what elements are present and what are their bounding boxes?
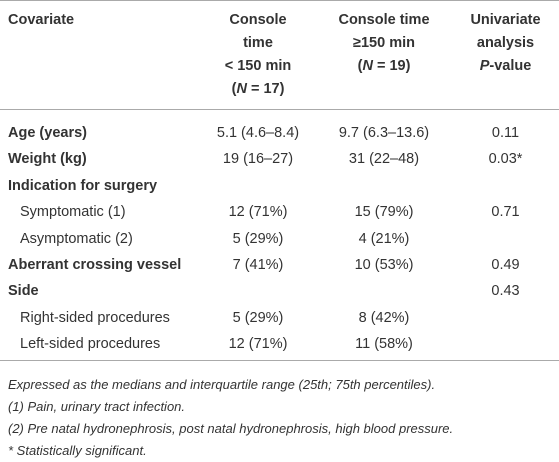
header-cell: Console time ≥150 min (N = 19) bbox=[316, 1, 452, 110]
cell: 11 (58%) bbox=[355, 336, 413, 353]
cell: 12 (71%) bbox=[228, 336, 288, 353]
cell: 9.7 (6.3–13.6) bbox=[338, 125, 430, 141]
spacer bbox=[0, 357, 559, 361]
header-line: (N = 17) bbox=[200, 78, 316, 101]
footnote: Expressed as the medians and interquarti… bbox=[8, 376, 436, 392]
cell: Aberrant crossing vessel bbox=[8, 257, 182, 274]
header-text: = 17) bbox=[246, 81, 285, 97]
header-text: N bbox=[362, 58, 373, 74]
row: Left-sided procedures 12 (71%) 11 (58%) bbox=[0, 331, 559, 357]
cell: 0.49 bbox=[491, 257, 520, 274]
header-line: time bbox=[243, 35, 273, 51]
cell: 4 (21%) bbox=[358, 230, 410, 247]
header-line: < 150 min bbox=[224, 58, 292, 74]
cell: 8 (42%) bbox=[358, 309, 410, 326]
cell: Age (years) bbox=[8, 125, 87, 141]
spacer bbox=[0, 110, 559, 121]
row: Aberrant crossing vessel 7 (41%) 10 (53%) 0… bbox=[0, 252, 559, 278]
header-text: N bbox=[236, 81, 247, 97]
header-line: Univariate bbox=[470, 12, 541, 28]
header-text: -value bbox=[489, 58, 532, 74]
header-line: Console bbox=[229, 12, 287, 28]
cell: 5.1 (4.6–8.4) bbox=[216, 125, 300, 141]
cell: 5 (29%) bbox=[232, 230, 284, 247]
footnotes: Expressed as the medians and interquarti… bbox=[0, 374, 559, 462]
header-row: Covariate Console time < 150 min (N = 17… bbox=[0, 0, 559, 110]
cell: 5 (29%) bbox=[232, 309, 284, 326]
cell: Indication for surgery bbox=[8, 177, 158, 194]
cell: Weight (kg) bbox=[8, 151, 87, 168]
cell: 0.03* bbox=[488, 151, 523, 168]
footnote: (1) Pain, urinary tract infection. bbox=[8, 398, 186, 414]
row: Right-sided procedures 5 (29%) 8 (42%) bbox=[0, 305, 559, 331]
header-text: = 19) bbox=[372, 58, 411, 74]
row: Side 0.43 bbox=[0, 278, 559, 304]
row: Weight (kg) 19 (16–27) 31 (22–48) 0.03* bbox=[0, 146, 559, 172]
header-cell: Console time < 150 min (N = 17) bbox=[200, 1, 316, 110]
header-line: P-value bbox=[452, 55, 559, 78]
covariate-table: Covariate Console time < 150 min (N = 17… bbox=[0, 0, 559, 361]
cell: 12 (71%) bbox=[228, 204, 288, 221]
header-cell: Univariate analysis P-value bbox=[452, 1, 559, 110]
header-line: (N = 19) bbox=[316, 55, 452, 78]
cell: Left-sided procedures bbox=[20, 336, 161, 353]
header-line: analysis bbox=[476, 35, 535, 51]
header-cell: Covariate bbox=[8, 12, 75, 28]
cell: 19 (16–27) bbox=[222, 151, 294, 168]
cell: 0.43 bbox=[491, 283, 520, 300]
cell: 7 (41%) bbox=[232, 257, 284, 274]
row: Symptomatic (1) 12 (71%) 15 (79%) 0.71 bbox=[0, 199, 559, 225]
cell: 15 (79%) bbox=[354, 204, 414, 221]
cell: 31 (22–48) bbox=[348, 151, 420, 168]
header-line: Console time bbox=[338, 12, 430, 28]
cell: Symptomatic (1) bbox=[20, 204, 126, 221]
header-line: ≥150 min bbox=[353, 35, 415, 51]
footnote: * Statistically significant. bbox=[8, 442, 147, 458]
cell: Side bbox=[8, 283, 39, 300]
row: Age (years) 5.1 (4.6–8.4) 9.7 (6.3–13.6) 0.… bbox=[0, 120, 559, 146]
cell: 0.11 bbox=[491, 125, 520, 141]
header-text: ( bbox=[231, 81, 237, 97]
cell: 0.71 bbox=[491, 204, 520, 221]
header-text: P bbox=[479, 58, 490, 74]
header-text: ( bbox=[357, 58, 363, 74]
footnote: (2) Pre natal hydronephrosis, post natal… bbox=[8, 420, 454, 436]
cell: Asymptomatic (2) bbox=[20, 230, 133, 247]
cell: 10 (53%) bbox=[354, 257, 414, 274]
row: Asymptomatic (2) 5 (29%) 4 (21%) bbox=[0, 226, 559, 252]
row: Indication for surgery bbox=[0, 173, 559, 199]
cell: Right-sided procedures bbox=[20, 309, 170, 326]
